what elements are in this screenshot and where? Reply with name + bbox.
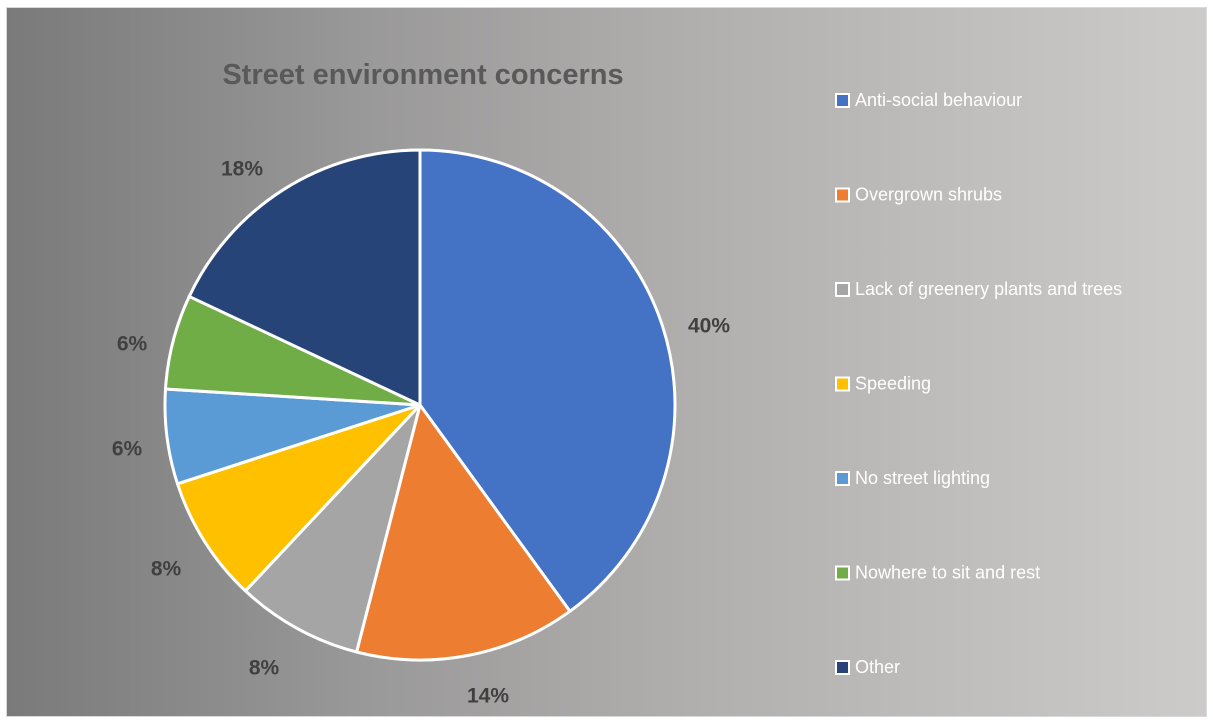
pie-slice-2 [355, 403, 572, 662]
data-label-5: 6% [112, 438, 143, 461]
data-label-4: 8% [151, 558, 182, 581]
legend-swatch-6 [835, 565, 850, 581]
data-label-3: 8% [249, 657, 280, 680]
legend-label-1: Anti-social behaviour [855, 90, 1022, 110]
legend: Anti-social behaviour Overgrown shrubs Lac… [835, 90, 1122, 677]
pie-slice-3 [243, 403, 422, 654]
chart-title: Street environment concerns [222, 59, 623, 91]
pie-slice-1 [418, 148, 677, 613]
data-label-6: 6% [117, 333, 148, 356]
legend-swatch-5 [835, 471, 850, 486]
legend-label-5: No street lighting [855, 468, 990, 488]
data-label-1: 40% [688, 315, 730, 338]
legend-swatch-2 [835, 187, 850, 203]
legend-swatch-3 [835, 282, 850, 297]
legend-label-2: Overgrown shrubs [855, 184, 1002, 204]
legend-swatch-4 [835, 376, 850, 392]
pie-slice-7 [187, 148, 422, 407]
legend-swatch-1 [835, 93, 850, 108]
data-label-7: 18% [221, 158, 263, 181]
legend-swatch-7 [835, 660, 850, 675]
legend-label-6: Nowhere to sit and rest [855, 562, 1040, 582]
pie-slice-4 [175, 403, 422, 593]
pie-slices [163, 148, 677, 662]
legend-label-3: Lack of greenery plants and trees [855, 279, 1122, 299]
legend-label-7: Other [855, 657, 900, 677]
legend-label-4: Speeding [855, 373, 931, 393]
data-label-2: 14% [467, 685, 509, 708]
data-labels: 40% 14% 8% 8% 6% 6% 18% [112, 158, 731, 708]
